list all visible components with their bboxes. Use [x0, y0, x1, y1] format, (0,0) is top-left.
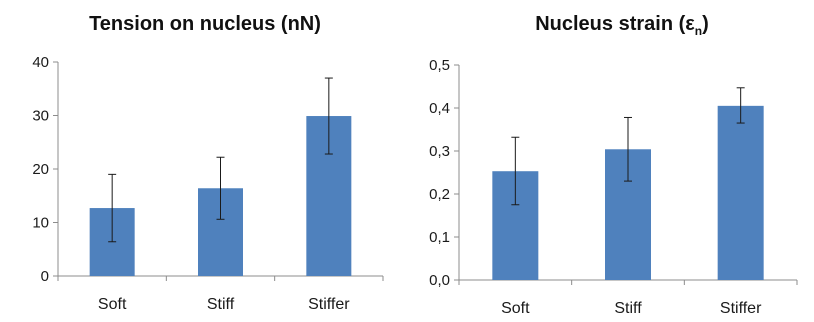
- x-tick-label: Soft: [98, 296, 127, 313]
- y-tick-label: 0,0: [429, 272, 450, 289]
- y-tick-label: 0,2: [429, 186, 450, 203]
- chart-title-main: Nucleus strain (ε: [535, 13, 695, 35]
- y-tick-label: 0: [41, 268, 49, 285]
- y-tick-label: 0,1: [429, 229, 450, 246]
- y-tick-label: 20: [32, 161, 49, 178]
- y-tick-label: 0,5: [429, 57, 450, 74]
- y-tick-label: 30: [32, 108, 49, 125]
- x-tick-label: Stiffer: [308, 296, 350, 313]
- x-tick-label: Stiff: [207, 296, 235, 313]
- tension-chart: Tension on nucleus (nN) 0 10 20 30 40 Soft Sti…: [32, 13, 384, 313]
- y-tick-label: 0,3: [429, 143, 450, 160]
- y-tick-label: 40: [32, 54, 49, 71]
- x-tick-label: Soft: [501, 300, 530, 317]
- y-tick-label: 10: [32, 215, 49, 232]
- strain-chart: Nucleus strain (εn) 0,0 0,1 0,2 0,3 0,4 0,5 So…: [429, 13, 798, 317]
- x-tick-label: Stiffer: [720, 300, 762, 317]
- chart-title: Nucleus strain (εn): [535, 13, 709, 38]
- chart-title-end: ): [702, 13, 709, 35]
- bar: [717, 105, 764, 280]
- chart-title-subscript: n: [695, 24, 702, 38]
- chart-title: Tension on nucleus (nN): [89, 13, 321, 35]
- x-tick-label: Stiff: [614, 300, 642, 317]
- y-tick-label: 0,4: [429, 100, 450, 117]
